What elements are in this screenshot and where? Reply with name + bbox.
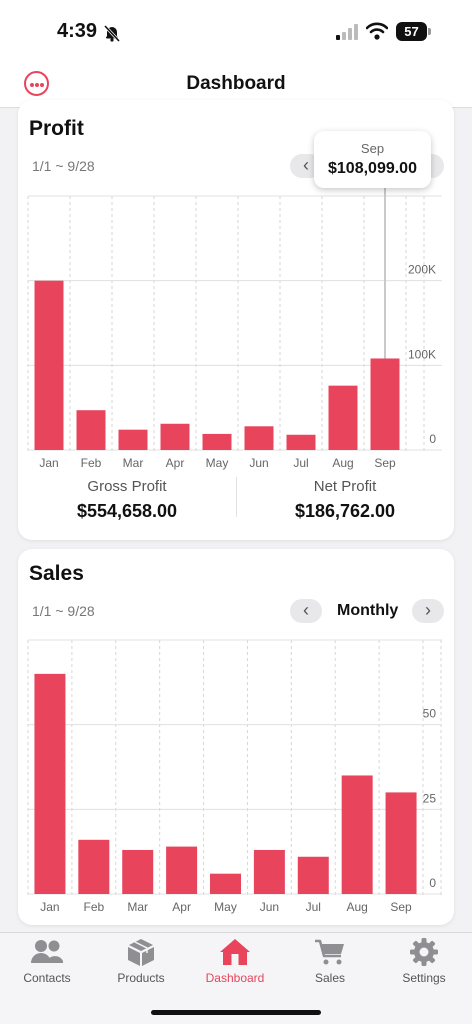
x-tick-label: May	[214, 900, 237, 914]
x-tick-label: Sep	[390, 900, 412, 914]
profit-summary: Gross Profit $554,658.00 Net Profit $186…	[18, 472, 454, 526]
tab-label: Dashboard	[205, 971, 265, 985]
tooltip-value: $108,099.00	[328, 160, 417, 177]
y-tick-label: 25	[423, 791, 437, 805]
tab-bar: Contacts Products Dashboard Sales	[0, 932, 472, 1024]
net-profit-label: Net Profit	[313, 478, 377, 495]
sales-date-range: 1/1 ~ 9/28	[32, 603, 95, 619]
cart-icon	[315, 939, 344, 965]
tab-label: Sales	[314, 971, 346, 985]
gross-profit-stat: Gross Profit $554,658.00	[18, 472, 236, 522]
bar-jan	[34, 280, 64, 450]
profit-title: Profit	[29, 117, 84, 140]
bar-mar	[122, 849, 154, 894]
bar-jun	[244, 426, 274, 450]
x-tick-label: Aug	[332, 456, 353, 470]
tab-label: Settings	[402, 971, 446, 985]
x-tick-label: Mar	[127, 900, 148, 914]
x-tick-label: Mar	[123, 456, 144, 470]
sales-card: Sales 1/1 ~ 9/28 ‹ Monthly › 0 25 50 Jan Feb…	[18, 549, 454, 925]
profit-tooltip: Sep $108,099.00	[314, 131, 431, 188]
more-options-button[interactable]	[24, 71, 49, 96]
battery-indicator: 57	[396, 22, 427, 41]
bar-may	[202, 433, 232, 450]
tab-products[interactable]: Products	[94, 937, 188, 985]
tab-contacts[interactable]: Contacts	[0, 937, 94, 985]
x-tick-label: Feb	[81, 456, 102, 470]
x-tick-label: Apr	[166, 456, 185, 470]
bar-jan	[34, 673, 66, 894]
bar-jul	[286, 434, 316, 450]
sales-chart: 0 25 50 Jan Feb Mar Apr May Jun Jul Aug Sep	[27, 639, 442, 914]
sales-title: Sales	[29, 562, 84, 585]
contacts-icon	[31, 940, 63, 963]
summary-divider	[236, 477, 237, 517]
more-dot	[29, 82, 34, 87]
tab-settings[interactable]: Settings	[377, 937, 471, 985]
home-icon	[220, 939, 250, 965]
gear-icon	[410, 938, 438, 966]
x-tick-label: Jun	[249, 456, 268, 470]
x-tick-label: Feb	[83, 900, 104, 914]
bar-sep	[370, 358, 400, 450]
profit-chart: 0 100K 200K Jan Feb Mar Apr May Jun Jul Aug Sep	[27, 188, 442, 470]
more-dot	[39, 82, 44, 87]
bar-may	[210, 873, 241, 894]
gross-profit-value: $554,658.00	[76, 501, 178, 521]
y-tick-label: 200K	[408, 263, 436, 277]
bar-mar	[118, 429, 148, 450]
more-dot	[34, 82, 39, 87]
bar-aug	[341, 775, 373, 894]
status-time: 4:39	[57, 20, 98, 42]
bar-jun	[253, 849, 285, 894]
y-tick-label: 50	[423, 707, 437, 721]
tab-sales[interactable]: Sales	[283, 937, 377, 985]
tab-dashboard[interactable]: Dashboard	[188, 937, 282, 985]
bar-sep	[385, 792, 417, 894]
battery-cap	[428, 28, 431, 35]
x-tick-label: Jan	[40, 900, 59, 914]
gross-profit-label: Gross Profit	[87, 478, 167, 495]
x-tick-label: Aug	[346, 900, 367, 914]
y-tick-label: 0	[429, 876, 436, 890]
y-tick-label: 0	[429, 432, 436, 446]
tooltip-month: Sep	[360, 141, 385, 156]
tab-label: Products	[117, 971, 165, 985]
bar-feb	[76, 410, 106, 450]
x-tick-label: Sep	[374, 456, 396, 470]
x-tick-label: Jan	[39, 456, 58, 470]
sales-next-button[interactable]: ›	[412, 599, 444, 623]
bar-feb	[78, 839, 110, 894]
sales-period-label[interactable]: Monthly	[337, 602, 399, 619]
x-tick-label: Jul	[306, 900, 321, 914]
net-profit-stat: Net Profit $186,762.00	[236, 472, 454, 522]
bar-jul	[297, 856, 329, 894]
box-icon	[128, 939, 154, 966]
x-tick-label: May	[206, 456, 229, 470]
y-tick-label: 100K	[408, 347, 436, 361]
home-indicator	[151, 1010, 321, 1015]
signal-icon	[336, 24, 358, 40]
bar-apr	[166, 846, 198, 894]
page-title: Dashboard	[186, 73, 286, 94]
x-tick-label: Apr	[172, 900, 191, 914]
x-tick-label: Jul	[293, 456, 308, 470]
bell-slash-icon	[103, 24, 121, 42]
net-profit-value: $186,762.00	[294, 501, 396, 521]
bar-apr	[160, 423, 190, 450]
status-bar: 4:39 57	[0, 0, 472, 62]
bar-aug	[328, 385, 358, 450]
profit-date-range: 1/1 ~ 9/28	[32, 158, 95, 174]
x-tick-label: Jun	[260, 900, 279, 914]
sales-prev-button[interactable]: ‹	[290, 599, 322, 623]
wifi-icon	[366, 22, 388, 40]
tab-label: Contacts	[23, 971, 71, 985]
